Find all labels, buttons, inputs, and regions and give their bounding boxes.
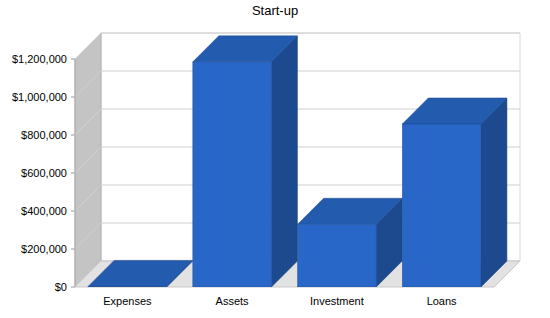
bar — [193, 62, 272, 287]
category-label: Investment — [310, 295, 364, 307]
title: Start-up — [252, 3, 298, 18]
bar-side — [271, 36, 297, 287]
bar-top — [402, 98, 507, 124]
tick-label: $600,000 — [21, 167, 67, 179]
tick-mark — [71, 59, 75, 60]
bar-side — [481, 98, 507, 287]
tick-label: $0 — [55, 281, 67, 293]
category-label: Loans — [427, 295, 457, 307]
bar — [402, 124, 481, 287]
category-label: Assets — [216, 295, 250, 307]
tick-label: $400,000 — [21, 205, 67, 217]
tick-label: $1,000,000 — [12, 91, 67, 103]
tick-mark — [71, 211, 75, 212]
bar — [298, 224, 377, 287]
bar — [88, 286, 167, 288]
tick-mark — [71, 287, 75, 288]
tick-mark — [71, 97, 75, 98]
tick-label: $800,000 — [21, 129, 67, 141]
chart: Start-up $0 $200,000 $400,000 $600,000 $800,0… — [0, 0, 550, 318]
bar-top — [298, 198, 403, 224]
category-label: Expenses — [103, 295, 152, 307]
tick-mark — [71, 135, 75, 136]
y-axis — [75, 59, 76, 287]
tick-label: $1,200,000 — [12, 53, 67, 65]
bars — [88, 36, 507, 287]
bar-top — [88, 260, 193, 286]
tick-mark — [71, 249, 75, 250]
tick-label: $200,000 — [21, 243, 67, 255]
tick-mark — [71, 173, 75, 174]
bar-top — [193, 36, 298, 62]
